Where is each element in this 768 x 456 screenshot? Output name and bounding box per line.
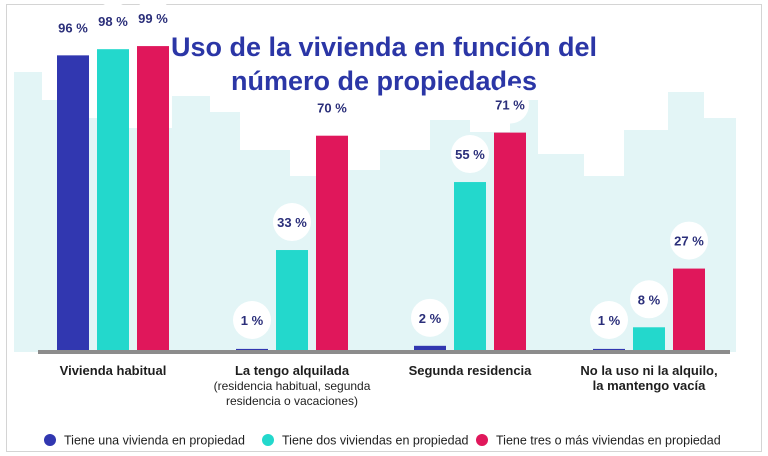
value-bubble bbox=[670, 221, 708, 260]
category-label: No la uso ni la alquilo, bbox=[580, 363, 717, 378]
category-label: la mantengo vacía bbox=[593, 378, 706, 393]
category-label: Vivienda habitual bbox=[60, 363, 167, 378]
value-bubble bbox=[491, 85, 529, 124]
legend-marker bbox=[476, 434, 488, 446]
data-label: 96 % bbox=[58, 20, 88, 35]
category-sublabel: (residencia habitual, segunda bbox=[214, 379, 371, 393]
data-label: 71 % bbox=[495, 98, 525, 113]
data-label: 1 % bbox=[241, 313, 264, 328]
value-bubble bbox=[590, 301, 628, 339]
value-bubble bbox=[94, 2, 132, 41]
bar bbox=[414, 345, 446, 352]
data-label: 2 % bbox=[419, 311, 442, 326]
legend-label: Tiene dos viviendas en propiedad bbox=[282, 434, 469, 448]
category-labels: Vivienda habitual La tengo alquilada(resi… bbox=[60, 363, 718, 408]
value-bubble bbox=[313, 88, 351, 127]
data-label: 98 % bbox=[98, 14, 128, 29]
data-label: 33 % bbox=[277, 215, 307, 230]
skyline-block bbox=[14, 72, 42, 352]
value-bubble bbox=[134, 0, 172, 38]
bar bbox=[454, 182, 486, 352]
value-bubble bbox=[233, 301, 271, 339]
data-label: 55 % bbox=[455, 147, 485, 162]
bar bbox=[137, 46, 169, 353]
bar bbox=[673, 268, 705, 352]
data-label: 1 % bbox=[598, 313, 621, 328]
skyline-block bbox=[704, 118, 736, 352]
chart-title-line-1: Uso de la vivienda en función del bbox=[171, 32, 597, 62]
bar bbox=[276, 250, 308, 352]
chart-title-line-2: número de propiedades bbox=[231, 66, 537, 96]
legend-label: Tiene una vivienda en propiedad bbox=[64, 434, 245, 448]
bar bbox=[57, 55, 89, 353]
bar bbox=[97, 49, 129, 353]
legend-label: Tiene tres o más viviendas en propiedad bbox=[496, 434, 721, 448]
data-label: 70 % bbox=[317, 101, 347, 116]
value-bubble bbox=[273, 203, 311, 242]
data-label: 99 % bbox=[138, 11, 168, 26]
value-bubble bbox=[54, 8, 92, 47]
value-bubble bbox=[630, 280, 668, 319]
category-label: Segunda residencia bbox=[409, 363, 533, 378]
data-label: 27 % bbox=[674, 234, 704, 249]
bar bbox=[316, 135, 348, 352]
legend-marker bbox=[44, 434, 56, 446]
category-label: La tengo alquilada bbox=[235, 363, 350, 378]
bars-layer: 96 % 1 % 2 % 1 % 98 % 33 % 55 % 8 % 99 % 70 % 71 %… bbox=[54, 0, 708, 353]
legend-marker bbox=[262, 434, 274, 446]
value-bubble bbox=[451, 135, 489, 174]
bar bbox=[494, 132, 526, 352]
value-bubble bbox=[411, 298, 449, 337]
skyline-block bbox=[624, 130, 668, 352]
skyline-block bbox=[538, 154, 584, 352]
data-label: 8 % bbox=[638, 292, 661, 307]
bar bbox=[633, 327, 665, 352]
skyline-block bbox=[172, 96, 210, 352]
legend: Tiene una vivienda en propiedad Tiene dos… bbox=[44, 434, 721, 448]
category-sublabel: residencia o vacaciones) bbox=[226, 394, 358, 408]
